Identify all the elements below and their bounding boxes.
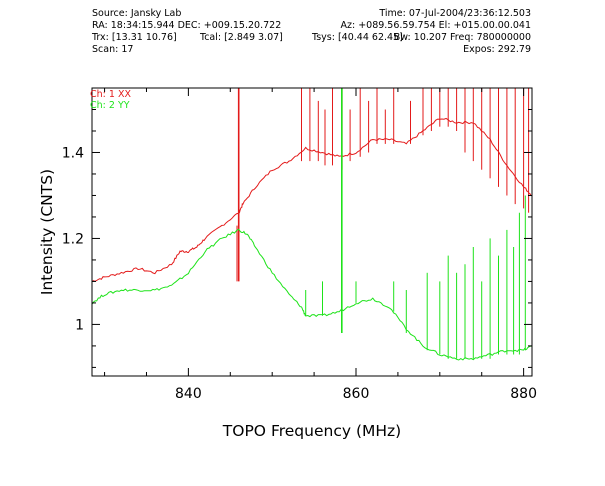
- ticks-layer: 840 860 880 1 1.2 1.4: [62, 87, 537, 402]
- y-tick-label-1.4: 1.4: [62, 145, 84, 161]
- y-axis-label: Intensity (CNTS): [38, 169, 56, 295]
- x-tick-label-880: 880: [510, 386, 537, 402]
- freq-label: Bw: 10.207 Freq: 780000000: [393, 32, 531, 43]
- series-line-yy: [91, 228, 533, 361]
- trx-label: Trx: [13.31 10.76]: [92, 32, 177, 43]
- az-el-label: Az: +089.56.59.754 El: +015.00.00.041: [340, 20, 531, 31]
- scan-label: Scan: 17: [92, 44, 134, 55]
- plot-frame: [91, 87, 533, 377]
- time-label: Time: 07-Jul-2004/23:36:12.503: [379, 8, 531, 19]
- expos-label: Expos: 292.79: [463, 44, 531, 55]
- x-tick-label-840: 840: [175, 386, 202, 402]
- series-layer: [91, 88, 533, 361]
- legend-ch1-xx: Ch: 1 XX: [90, 89, 131, 100]
- y-tick-label-1: 1: [75, 317, 84, 333]
- legend-ch2-yy: Ch: 2 YY: [90, 100, 130, 111]
- y-tick-label-1.2: 1.2: [62, 231, 84, 247]
- source-label: Source: Jansky Lab: [92, 8, 182, 19]
- series-line-xx: [91, 117, 533, 282]
- ra-dec-label: RA: 18:34:15.944 DEC: +009.15.20.722: [92, 20, 282, 31]
- x-axis-label: TOPO Frequency (MHz): [222, 422, 401, 440]
- tsys-label: Tsys: [40.44 62.45]: [312, 32, 403, 43]
- x-tick-label-860: 860: [343, 386, 370, 402]
- tcal-label: Tcal: [2.849 3.07]: [200, 32, 283, 43]
